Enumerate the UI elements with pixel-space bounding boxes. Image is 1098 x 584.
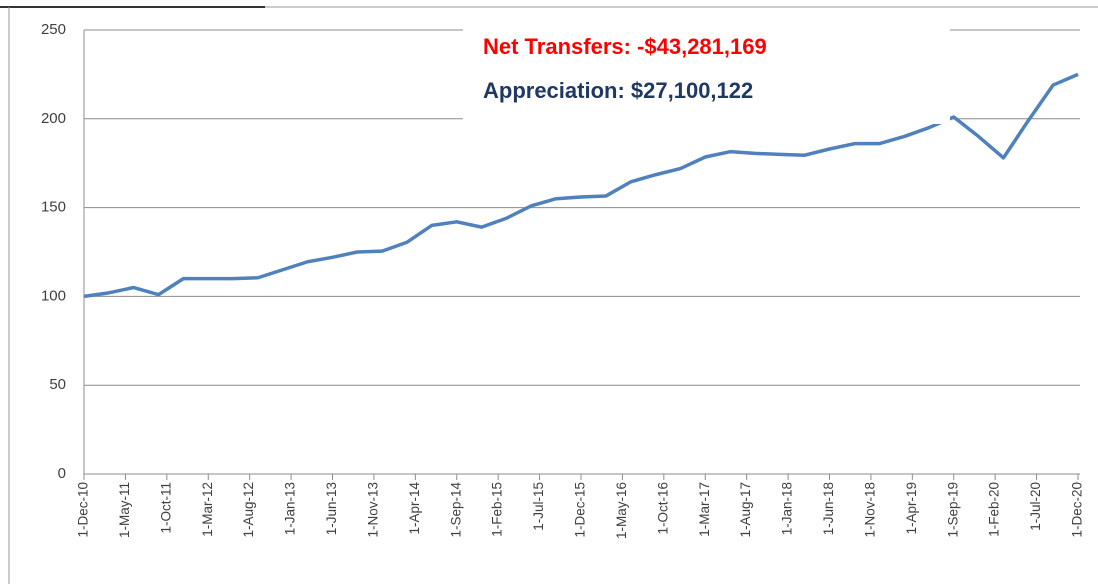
x-tick-label: 1-Dec-10 [76, 482, 91, 538]
x-tick-label: 1-Jun-13 [324, 482, 339, 535]
annotation-box [463, 18, 950, 124]
x-tick-label: 1-May-16 [614, 482, 629, 539]
annotation: Appreciation: $27,100,122 [483, 78, 753, 103]
x-tick-label: 1-Nov-13 [365, 482, 380, 538]
x-tick-label: 1-Mar-17 [697, 482, 712, 537]
x-tick-label: 1-Apr-14 [407, 482, 422, 535]
x-tick-label: 1-Nov-18 [862, 482, 877, 538]
x-tick-label: 1-Oct-16 [655, 482, 670, 535]
x-tick-label: 1-Feb-15 [490, 482, 505, 537]
x-tick-label: 1-Jul-20 [1028, 482, 1043, 531]
annotation: Net Transfers: -$43,281,169 [483, 34, 767, 59]
x-tick-label: 1-Apr-19 [904, 482, 919, 535]
x-tick-label: 1-Jul-15 [531, 482, 546, 531]
x-tick-label: 1-Dec-20 [1070, 482, 1085, 538]
x-tick-label: 1-Oct-11 [158, 482, 173, 534]
x-tick-label: 1-Dec-15 [573, 482, 588, 538]
x-tick-label: 1-Jan-13 [283, 482, 298, 535]
y-tick-label: 150 [41, 199, 66, 216]
x-tick-label: 1-Mar-12 [200, 482, 215, 537]
y-tick-label: 100 [41, 287, 66, 304]
x-tick-label: 1-Feb-20 [987, 482, 1002, 537]
x-tick-label: 1-Sep-19 [945, 482, 960, 538]
x-tick-label: 1-May-11 [117, 482, 132, 538]
x-tick-label: 1-Sep-14 [448, 482, 463, 538]
x-tick-label: 1-Aug-17 [738, 482, 753, 538]
y-tick-label: 200 [41, 110, 66, 127]
data-line [83, 72, 1079, 299]
x-tick-label: 1-Jun-18 [821, 482, 836, 535]
x-tick-label: 1-Aug-12 [241, 482, 256, 538]
y-tick-label: 250 [41, 21, 66, 38]
y-tick-label: 0 [58, 465, 66, 482]
x-tick-label: 1-Jan-18 [780, 482, 795, 535]
y-tick-label: 50 [49, 376, 66, 393]
